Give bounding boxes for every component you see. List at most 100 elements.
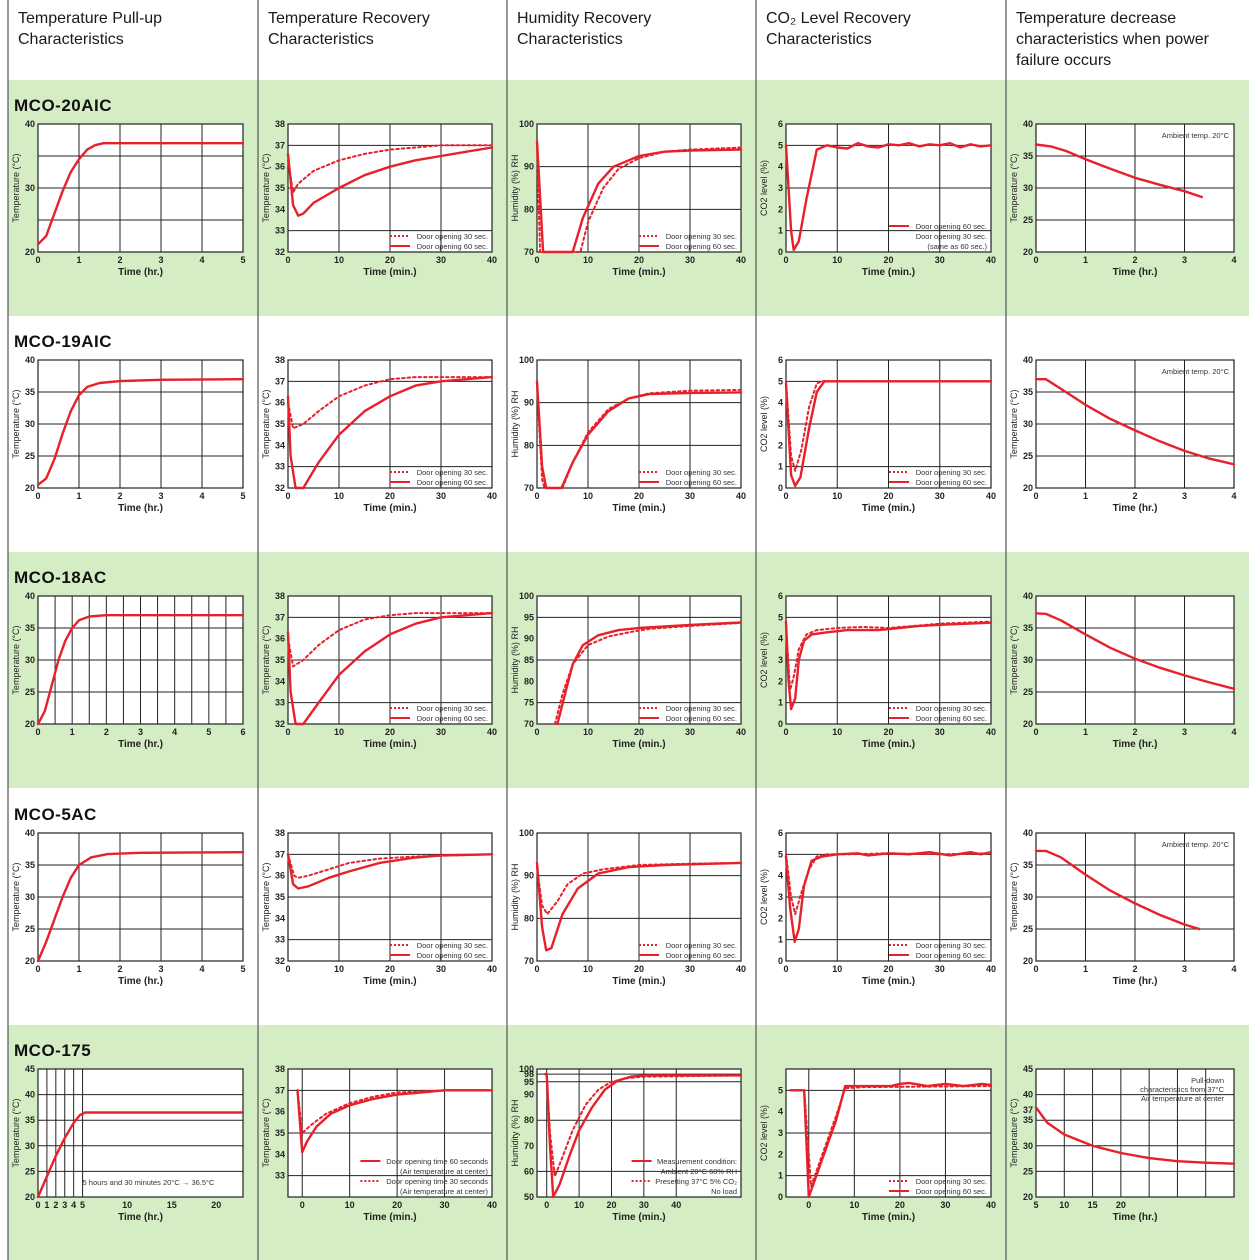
y-tick-label: 3 bbox=[778, 892, 783, 902]
y-axis-label: Humidity (%) RH bbox=[510, 626, 520, 693]
series-line bbox=[784, 141, 993, 252]
y-tick-label: 95 bbox=[524, 1077, 534, 1087]
x-tick-label: 3 bbox=[1182, 727, 1187, 737]
x-tick-label: 3 bbox=[62, 1200, 67, 1210]
legend-label: Door opening 30 sec. bbox=[916, 468, 987, 477]
series-line bbox=[535, 861, 743, 952]
y-tick-label: 33 bbox=[275, 462, 285, 472]
chart-panel: 0 10 20 30 40 70 75 80 85 90 95 100 Time (min.) Humid… bbox=[510, 591, 746, 750]
y-axis-label: CO2 level (%) bbox=[759, 869, 769, 925]
x-axis-label: Time (hr.) bbox=[118, 1212, 163, 1223]
series-line bbox=[545, 1073, 742, 1178]
y-tick-label: 37 bbox=[275, 612, 285, 622]
chart-panel: 0 10 20 30 40 32 33 34 35 36 37 38 Time (min.) Temper… bbox=[261, 355, 497, 514]
x-tick-label: 2 bbox=[1132, 964, 1137, 974]
x-tick-label: 20 bbox=[385, 255, 395, 265]
legend-label: Door opening 60 sec. bbox=[916, 478, 987, 487]
y-tick-label: 25 bbox=[1023, 687, 1033, 697]
x-axis-label: Time (min.) bbox=[862, 267, 915, 278]
x-tick-label: 1 bbox=[1083, 255, 1088, 265]
y-tick-label: 5 bbox=[778, 849, 783, 859]
y-tick-label: 25 bbox=[25, 924, 35, 934]
column-header-line: Humidity Recovery bbox=[517, 10, 652, 27]
x-tick-label: 3 bbox=[158, 255, 163, 265]
y-axis-label: Temperature (°C) bbox=[11, 862, 21, 931]
y-tick-label: 20 bbox=[25, 483, 35, 493]
y-axis-label: Humidity (%) RH bbox=[510, 154, 520, 221]
x-tick-label: 1 bbox=[1083, 964, 1088, 974]
x-tick-label: 4 bbox=[1231, 964, 1236, 974]
x-tick-label: 40 bbox=[487, 964, 497, 974]
y-axis-label: Temperature (°C) bbox=[261, 389, 271, 458]
y-tick-label: 90 bbox=[524, 871, 534, 881]
y-tick-label: 35 bbox=[1023, 860, 1033, 870]
legend-label: Measurement condition: bbox=[657, 1157, 737, 1166]
legend-label: Door opening 30 sec. bbox=[417, 941, 488, 950]
x-tick-label: 20 bbox=[883, 491, 893, 501]
x-tick-label: 10 bbox=[832, 964, 842, 974]
x-tick-label: 10 bbox=[334, 491, 344, 501]
chart-note: Ambient temp. 20°C bbox=[1162, 131, 1230, 140]
x-axis-label: Time (hr.) bbox=[118, 503, 163, 514]
y-tick-label: 20 bbox=[1023, 719, 1033, 729]
y-tick-label: 40 bbox=[25, 828, 35, 838]
y-tick-label: 37 bbox=[275, 1085, 285, 1095]
model-label: MCO-18AC bbox=[14, 568, 107, 587]
x-tick-label: 1 bbox=[76, 491, 81, 501]
x-tick-label: 1 bbox=[70, 727, 75, 737]
y-tick-label: 30 bbox=[25, 183, 35, 193]
x-axis-label: Time (min.) bbox=[363, 503, 416, 514]
x-tick-label: 4 bbox=[1231, 255, 1236, 265]
series-line bbox=[287, 376, 493, 430]
x-tick-label: 40 bbox=[671, 1200, 681, 1210]
chart-panel: 0 10 20 30 40 70 80 90 100 Time (min.) Humidity (%… bbox=[510, 119, 746, 278]
x-tick-label: 5 bbox=[206, 727, 211, 737]
series-line bbox=[543, 1072, 743, 1199]
x-tick-label: 10 bbox=[345, 1200, 355, 1210]
x-tick-label: 20 bbox=[385, 491, 395, 501]
y-tick-label: 3 bbox=[778, 1128, 783, 1138]
series-line bbox=[286, 375, 494, 490]
y-tick-label: 35 bbox=[25, 623, 35, 633]
y-tick-label: 1 bbox=[778, 226, 783, 236]
x-tick-label: 10 bbox=[849, 1200, 859, 1210]
y-tick-label: 37 bbox=[275, 140, 285, 150]
y-tick-label: 30 bbox=[25, 419, 35, 429]
y-tick-label: 25 bbox=[1023, 451, 1033, 461]
legend-label: Door opening 30 sec. bbox=[417, 704, 488, 713]
chart-note: Pull-down bbox=[1191, 1076, 1224, 1085]
y-tick-label: 20 bbox=[25, 719, 35, 729]
series-line bbox=[36, 1111, 245, 1199]
x-tick-label: 30 bbox=[940, 1200, 950, 1210]
x-tick-label: 40 bbox=[487, 1200, 497, 1210]
legend-label: Door opening 30 sec. bbox=[666, 232, 737, 241]
x-tick-label: 20 bbox=[883, 727, 893, 737]
x-tick-label: 2 bbox=[104, 727, 109, 737]
column-header: Temperature Recovery Characteristics bbox=[268, 8, 430, 50]
x-tick-label: 0 bbox=[534, 727, 539, 737]
chart-panel: 0 1 2 3 4 5 20 25 30 35 40 Time (hr.) Temperature (°… bbox=[11, 828, 246, 987]
y-tick-label: 30 bbox=[1023, 655, 1033, 665]
y-tick-label: 34 bbox=[275, 913, 285, 923]
x-axis-label: Time (min.) bbox=[612, 1212, 665, 1223]
chart-panel: 0 1 2 3 4 20 25 30 35 40 Time (hr.) Temperature (°C… bbox=[1009, 119, 1237, 278]
x-tick-label: 3 bbox=[158, 964, 163, 974]
x-tick-label: 20 bbox=[634, 727, 644, 737]
x-tick-label: 20 bbox=[634, 255, 644, 265]
x-tick-label: 20 bbox=[385, 964, 395, 974]
y-tick-label: 30 bbox=[1023, 419, 1033, 429]
x-axis-label: Time (hr.) bbox=[1113, 739, 1158, 750]
x-tick-label: 15 bbox=[1088, 1200, 1098, 1210]
x-tick-label: 0 bbox=[35, 491, 40, 501]
legend-label: Door opening 60 sec. bbox=[666, 951, 737, 960]
legend-label: Door opening 30 sec. bbox=[916, 704, 987, 713]
x-tick-label: 2 bbox=[117, 491, 122, 501]
y-tick-label: 40 bbox=[25, 1090, 35, 1100]
y-tick-label: 33 bbox=[275, 698, 285, 708]
y-axis-label: Temperature (°C) bbox=[261, 625, 271, 694]
x-tick-label: 0 bbox=[285, 255, 290, 265]
x-axis-label: Time (min.) bbox=[363, 976, 416, 987]
x-tick-label: 40 bbox=[986, 964, 996, 974]
series-line bbox=[789, 1085, 992, 1188]
